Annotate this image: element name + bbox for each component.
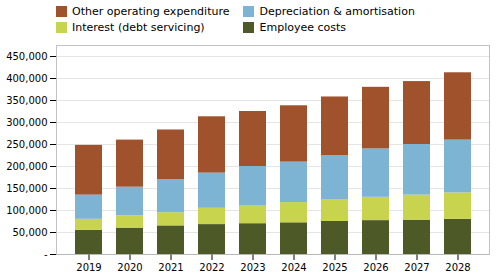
html-text:Employee costs: Employee costs bbox=[259, 21, 346, 34]
svg-text:350,000: 350,000 bbox=[6, 95, 47, 106]
svg-text:2027: 2027 bbox=[404, 262, 429, 273]
svg-text:400,000: 400,000 bbox=[6, 73, 47, 84]
svg-text:50,000: 50,000 bbox=[13, 227, 48, 238]
svg-text:150,000: 150,000 bbox=[6, 183, 47, 194]
svg-text:2026: 2026 bbox=[363, 262, 388, 273]
svg-text:100,000: 100,000 bbox=[6, 205, 47, 216]
svg-text:2025: 2025 bbox=[322, 262, 347, 273]
svg-text:2028: 2028 bbox=[445, 262, 470, 273]
html-text:Interest (debt servicing): Interest (debt servicing) bbox=[72, 21, 205, 34]
svg-text:450,000: 450,000 bbox=[6, 51, 47, 62]
html-text:Depreciation & amortisation: Depreciation & amortisation bbox=[259, 5, 415, 18]
svg-text:2019: 2019 bbox=[76, 262, 101, 273]
svg-text:2020: 2020 bbox=[117, 262, 142, 273]
svg-text:2022: 2022 bbox=[199, 262, 224, 273]
svg-text:-: - bbox=[44, 249, 48, 260]
svg-text:2024: 2024 bbox=[281, 262, 306, 273]
svg-text:2023: 2023 bbox=[240, 262, 265, 273]
svg-text:2021: 2021 bbox=[158, 262, 183, 273]
svg-text:300,000: 300,000 bbox=[6, 117, 47, 128]
svg-text:200,000: 200,000 bbox=[6, 161, 47, 172]
svg-text:250,000: 250,000 bbox=[6, 139, 47, 150]
html-text:Other operating expenditure: Other operating expenditure bbox=[72, 5, 230, 18]
